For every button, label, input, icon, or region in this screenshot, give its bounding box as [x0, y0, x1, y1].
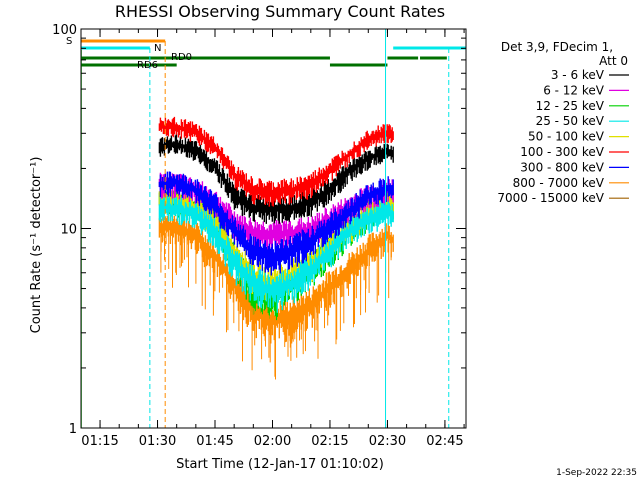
y-tick-label: 10	[60, 223, 77, 238]
chart-title: RHESSI Observing Summary Count Rates	[115, 2, 445, 21]
rd0-label: RD0	[171, 52, 192, 63]
legend-header-line-2: Att 0	[599, 54, 628, 68]
y-tick-label: 100	[52, 23, 77, 38]
series-spikes	[160, 224, 392, 380]
saa-label: S	[66, 36, 72, 47]
x-tick-label: 01:15	[81, 434, 118, 449]
rd6-label: RD6	[137, 60, 158, 71]
legend-entry-label: 6 - 12 keV	[543, 83, 605, 97]
series-300-800keV	[158, 171, 394, 276]
x-tick-label: 02:30	[369, 434, 406, 449]
legend-entry-label: 7000 - 15000 keV	[497, 191, 604, 205]
night-label: N	[154, 43, 161, 54]
legend-entry-label: 100 - 300 keV	[520, 145, 604, 159]
series-trace	[158, 134, 394, 224]
x-tick-label: 01:30	[139, 434, 176, 449]
legend-header-line-1: Det 3,9, FDecim 1,	[501, 40, 613, 54]
series-trace	[158, 195, 394, 313]
x-axis-label: Start Time (12-Jan-17 01:10:02)	[176, 457, 384, 472]
series-3-6keV	[158, 134, 394, 224]
legend-entry-label: 50 - 100 keV	[528, 130, 605, 144]
x-tick-label: 02:45	[426, 434, 463, 449]
legend-entry-label: 3 - 6 keV	[551, 68, 605, 82]
series-800-7000keV	[158, 212, 394, 343]
y-axis-label: Count Rate (s⁻¹ detector⁻¹)	[29, 157, 44, 334]
x-tick-label: 02:15	[311, 434, 348, 449]
x-tick-label: 02:00	[254, 434, 291, 449]
series-trace	[158, 171, 394, 276]
legend-entry-label: 800 - 7000 keV	[513, 176, 605, 190]
y-tick-label: 1	[69, 422, 77, 437]
x-tick-label: 01:45	[196, 434, 233, 449]
legend-entry-label: 12 - 25 keV	[536, 99, 605, 113]
series-25-50keV	[158, 195, 394, 313]
legend-entry-label: 25 - 50 keV	[536, 114, 605, 128]
series-100-300keV	[158, 116, 394, 207]
footer-timestamp: 1-Sep-2022 22:35	[556, 468, 637, 478]
legend-entry-label: 300 - 800 keV	[520, 160, 604, 174]
series-trace	[158, 116, 394, 207]
series-trace	[158, 212, 394, 343]
